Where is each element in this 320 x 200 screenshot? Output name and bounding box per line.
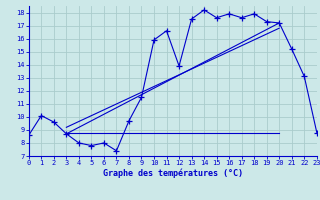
- X-axis label: Graphe des températures (°C): Graphe des températures (°C): [103, 169, 243, 178]
